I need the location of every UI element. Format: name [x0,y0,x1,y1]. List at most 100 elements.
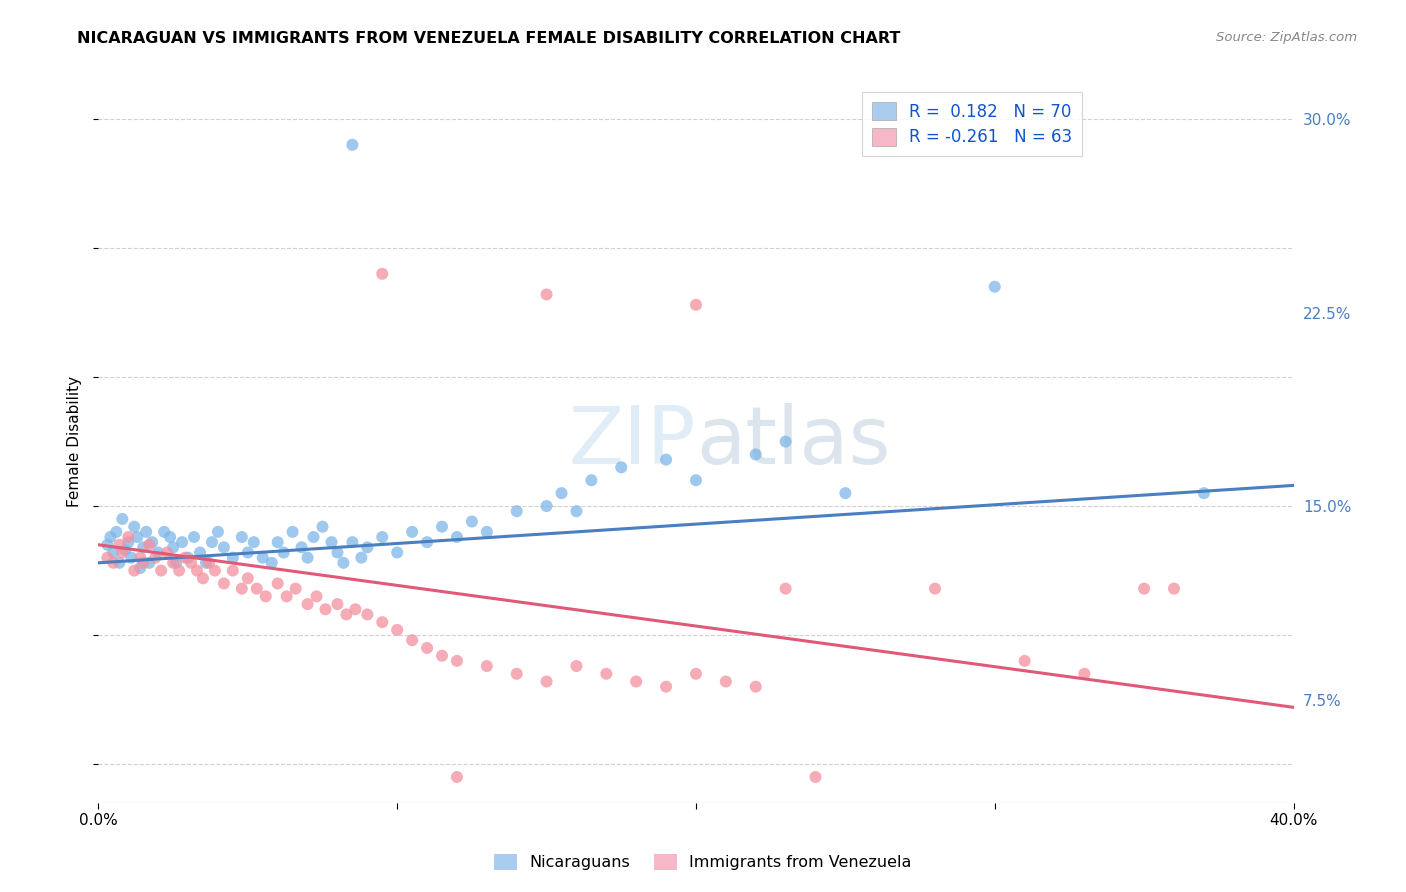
Point [267,576,290,591]
Point [315,602,337,616]
Point [150,564,173,578]
Point [565,504,588,518]
Point [1133,582,1156,596]
Point [132,556,155,570]
Point [183,530,205,544]
Point [231,582,253,596]
Point [246,582,269,596]
Point [1014,654,1036,668]
Point [536,674,558,689]
Point [446,530,468,544]
Point [153,524,176,539]
Point [536,287,558,301]
Point [335,607,357,622]
Point [127,530,149,544]
Point [231,530,253,544]
Point [103,556,125,570]
Point [655,680,678,694]
Point [685,666,707,681]
Point [655,452,678,467]
Point [506,504,529,518]
Point [236,545,259,559]
Legend: Nicaraguans, Immigrants from Venezuela: Nicaraguans, Immigrants from Venezuela [488,848,918,877]
Point [276,590,298,604]
Point [385,623,409,637]
Point [536,499,558,513]
Point [1163,582,1185,596]
Point [291,541,314,555]
Point [834,486,856,500]
Point [371,530,394,544]
Point [236,571,259,585]
Point [326,545,349,559]
Point [356,607,378,622]
Point [311,519,333,533]
Point [111,545,134,559]
Point [302,530,325,544]
Point [267,535,290,549]
Point [165,556,187,570]
Point [475,524,498,539]
Point [745,680,768,694]
Point [111,512,134,526]
Point [117,530,139,544]
Point [148,545,170,559]
Point [108,556,131,570]
Point [129,561,152,575]
Point [610,460,633,475]
Point [195,556,218,570]
Point [108,538,131,552]
Point [132,541,155,555]
Point [162,541,184,555]
Point [273,545,295,559]
Point [446,654,468,668]
Point [167,564,190,578]
Point [117,535,139,549]
Point [401,524,423,539]
Point [1192,486,1215,500]
Point [141,535,163,549]
Point [685,298,707,312]
Point [416,640,439,655]
Point [135,524,157,539]
Point [138,538,160,552]
Point [124,564,146,578]
Point [714,674,737,689]
Point [342,137,364,152]
Point [1073,666,1095,681]
Point [120,550,142,565]
Point [103,545,125,559]
Point [344,602,367,616]
Point [401,633,423,648]
Point [506,666,529,681]
Point [984,279,1007,293]
Point [212,541,235,555]
Point [105,524,128,539]
Text: Source: ZipAtlas.com: Source: ZipAtlas.com [1216,31,1357,45]
Point [129,550,152,565]
Point [138,556,160,570]
Point [475,659,498,673]
Point [775,582,797,596]
Point [243,535,266,549]
Point [804,770,827,784]
Point [222,550,245,565]
Point [177,550,200,565]
Point [350,550,373,565]
Point [550,486,572,500]
Point [254,590,277,604]
Point [446,770,468,784]
Point [172,535,194,549]
Point [98,530,122,544]
Point [143,550,166,565]
Point [188,545,211,559]
Point [685,473,707,487]
Point [96,538,118,552]
Point [745,447,768,461]
Point [159,530,181,544]
Point [284,582,307,596]
Point [371,267,394,281]
Point [565,659,588,673]
Point [430,648,453,663]
Point [252,550,274,565]
